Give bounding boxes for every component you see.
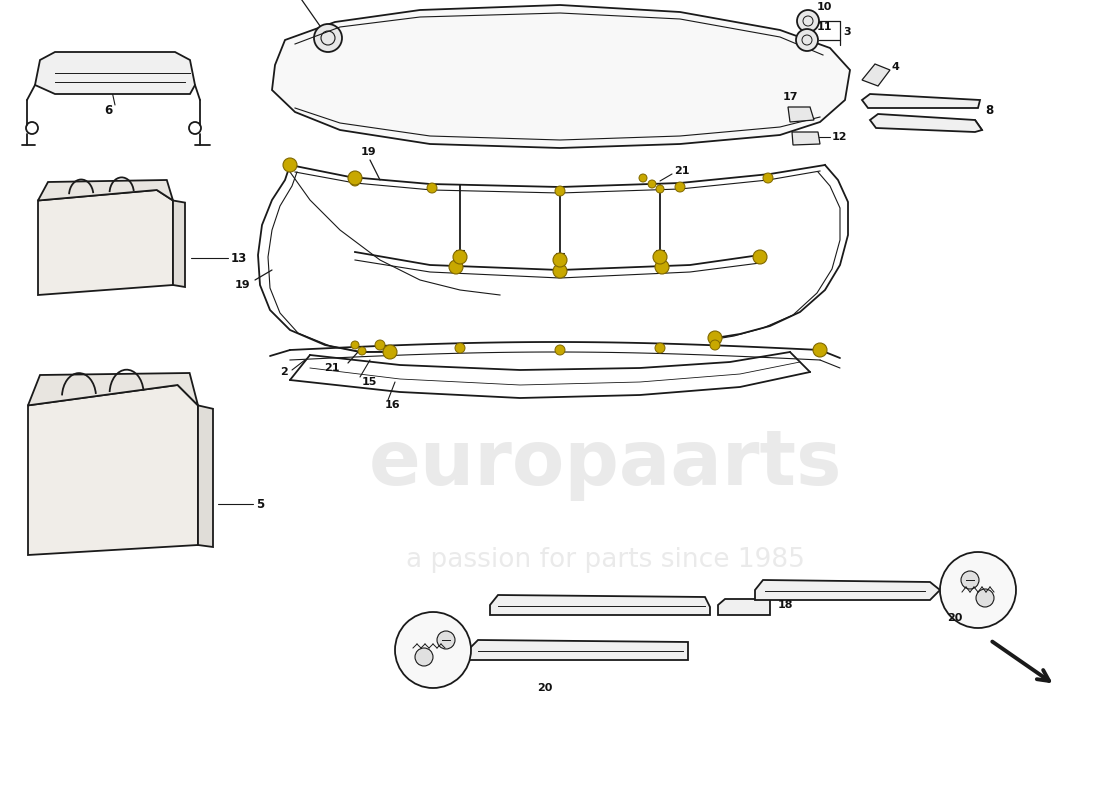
Text: 21: 21 <box>674 166 690 176</box>
Text: 10: 10 <box>816 2 832 12</box>
Text: 19: 19 <box>360 147 376 157</box>
Circle shape <box>358 347 366 355</box>
Text: 18: 18 <box>778 600 793 610</box>
Text: 20: 20 <box>947 613 962 623</box>
Polygon shape <box>755 580 940 600</box>
Circle shape <box>351 341 359 349</box>
Polygon shape <box>272 5 850 148</box>
Polygon shape <box>468 640 688 660</box>
Circle shape <box>654 260 669 274</box>
Polygon shape <box>862 64 890 86</box>
Circle shape <box>454 251 466 263</box>
Polygon shape <box>792 132 820 145</box>
Text: 13: 13 <box>231 252 248 265</box>
Text: 17: 17 <box>782 92 797 102</box>
Circle shape <box>675 182 685 192</box>
Polygon shape <box>862 94 980 108</box>
Circle shape <box>553 264 566 278</box>
Circle shape <box>427 183 437 193</box>
Text: 6: 6 <box>103 103 112 117</box>
Text: 16: 16 <box>385 400 400 410</box>
Text: 8: 8 <box>984 103 993 117</box>
Circle shape <box>314 24 342 52</box>
Polygon shape <box>28 373 198 406</box>
Polygon shape <box>718 599 770 615</box>
Circle shape <box>348 171 362 185</box>
Text: europaarts: europaarts <box>368 427 842 501</box>
Circle shape <box>710 340 720 350</box>
Text: 2: 2 <box>280 367 288 377</box>
Circle shape <box>453 250 468 264</box>
Circle shape <box>653 250 667 264</box>
Circle shape <box>656 185 664 193</box>
Text: 15: 15 <box>362 377 377 387</box>
Polygon shape <box>39 180 173 201</box>
Circle shape <box>553 253 566 267</box>
Polygon shape <box>39 190 173 295</box>
Circle shape <box>455 343 465 353</box>
Text: 19: 19 <box>234 280 250 290</box>
Circle shape <box>415 648 433 666</box>
Text: a passion for parts since 1985: a passion for parts since 1985 <box>406 547 804 573</box>
Text: 5: 5 <box>256 498 264 510</box>
Text: 21: 21 <box>324 363 340 373</box>
Circle shape <box>763 173 773 183</box>
Polygon shape <box>870 114 982 132</box>
Circle shape <box>648 180 656 188</box>
Circle shape <box>813 343 827 357</box>
Circle shape <box>639 174 647 182</box>
Text: 3: 3 <box>843 27 850 37</box>
Circle shape <box>654 251 666 263</box>
Polygon shape <box>35 52 195 94</box>
Polygon shape <box>28 385 198 555</box>
Circle shape <box>708 331 722 345</box>
Polygon shape <box>788 107 814 122</box>
Circle shape <box>796 29 818 51</box>
Polygon shape <box>490 595 710 615</box>
Circle shape <box>437 631 455 649</box>
Circle shape <box>350 176 360 186</box>
Text: 11: 11 <box>816 22 832 32</box>
Text: 20: 20 <box>537 683 552 693</box>
Circle shape <box>283 158 297 172</box>
Circle shape <box>554 254 566 266</box>
Circle shape <box>798 10 820 32</box>
Circle shape <box>383 345 397 359</box>
Circle shape <box>754 250 767 264</box>
Circle shape <box>961 571 979 589</box>
Polygon shape <box>173 201 185 287</box>
Circle shape <box>375 340 385 350</box>
Circle shape <box>449 260 463 274</box>
Circle shape <box>556 186 565 196</box>
Circle shape <box>654 343 666 353</box>
Circle shape <box>395 612 471 688</box>
Circle shape <box>976 589 994 607</box>
Text: 4: 4 <box>892 62 900 72</box>
Text: 12: 12 <box>832 132 847 142</box>
Polygon shape <box>198 406 213 547</box>
Circle shape <box>556 345 565 355</box>
Circle shape <box>940 552 1016 628</box>
